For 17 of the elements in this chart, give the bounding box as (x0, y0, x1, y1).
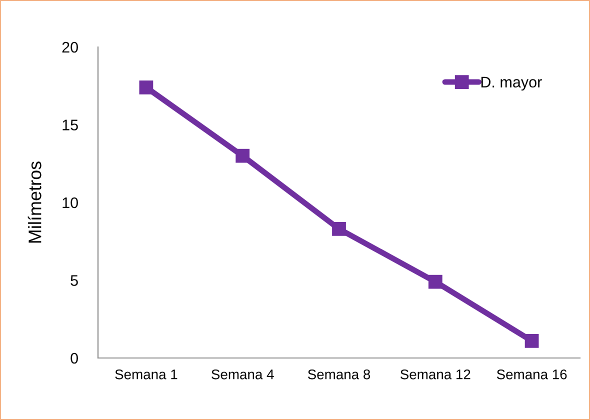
y-tick-label: 0 (70, 352, 78, 364)
x-tick-label: Semana 4 (212, 369, 274, 380)
y-tick-label: 15 (62, 120, 78, 130)
x-tick-label: Semana 12 (400, 369, 470, 380)
y-tick-label: 10 (62, 197, 78, 208)
x-tick-label: Semana 8 (308, 369, 370, 380)
point (524, 334, 539, 348)
x-tick-label: Semana 1 (115, 369, 178, 380)
y-tick-label: 5 (70, 275, 78, 286)
point (332, 222, 346, 236)
point (139, 80, 154, 94)
y-tick-label: 20 (62, 42, 78, 53)
y-axis-title: Milímetros (28, 162, 42, 243)
point (236, 148, 250, 163)
legend-label: D. mayor (481, 76, 542, 91)
x-tick-label: Semana 16 (496, 369, 567, 380)
point (428, 274, 442, 289)
